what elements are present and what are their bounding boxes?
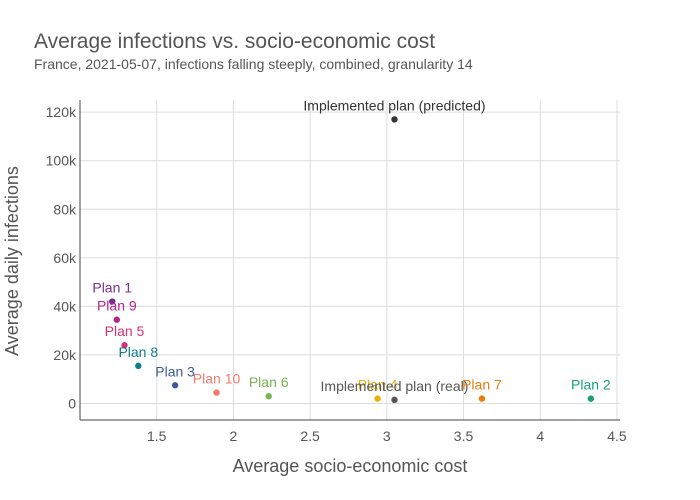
data-point <box>265 393 272 400</box>
data-point <box>478 395 486 402</box>
data-point <box>391 396 398 404</box>
y-tick-label: 120k <box>46 104 77 120</box>
x-tick-label: 3.5 <box>454 428 474 444</box>
data-label: Implemented plan (predicted) <box>303 97 485 113</box>
y-tick-label: 0 <box>68 395 76 411</box>
x-tick-label: 1.5 <box>147 428 167 444</box>
data-label: Plan 3 <box>155 363 195 379</box>
data-label: Plan 1 <box>92 280 132 296</box>
data-label: Plan 8 <box>118 344 158 360</box>
x-tick-label: 3 <box>383 428 391 444</box>
data-label: Plan 9 <box>97 298 137 314</box>
x-axis-label: Average socio-economic cost <box>233 456 468 476</box>
data-label: Plan 6 <box>249 374 289 390</box>
x-tick-label: 4.5 <box>607 428 627 444</box>
data-label: Plan 4 <box>358 377 398 393</box>
data-points <box>109 116 595 404</box>
y-tick-label: 20k <box>53 347 77 363</box>
y-tick-label: 60k <box>53 250 77 266</box>
data-label: Plan 5 <box>105 323 145 339</box>
chart-subtitle: France, 2021-05-07, infections falling s… <box>34 56 473 72</box>
data-label: Plan 10 <box>193 371 241 387</box>
data-point <box>391 116 398 123</box>
data-point <box>213 389 220 396</box>
data-point <box>171 382 179 389</box>
y-tick-labels: 0 20k 40k 60k 80k 100k 120k <box>46 104 77 411</box>
data-point <box>374 395 381 402</box>
chart-title: Average infections vs. socio-economic co… <box>34 30 436 53</box>
data-point <box>121 342 128 349</box>
y-tick-label: 80k <box>53 201 77 217</box>
y-tick-label: 40k <box>53 298 77 314</box>
x-tick-label: 2 <box>230 428 238 444</box>
data-label: Implemented plan (real) <box>321 378 469 394</box>
data-point <box>135 362 142 370</box>
data-point <box>587 395 595 402</box>
axes <box>79 100 620 421</box>
data-point <box>113 316 121 323</box>
data-label: Plan 2 <box>571 377 611 393</box>
x-tick-label: 2.5 <box>300 428 320 444</box>
x-tick-label: 4 <box>536 428 544 444</box>
x-tick-labels: 1.5 2 2.5 3 3.5 4 4.5 <box>147 428 627 444</box>
data-label: Plan 7 <box>462 377 502 393</box>
y-tick-label: 100k <box>46 153 77 169</box>
grid-lines <box>80 100 620 420</box>
data-point <box>109 298 116 305</box>
y-axis-label: Average daily infections <box>2 166 22 356</box>
